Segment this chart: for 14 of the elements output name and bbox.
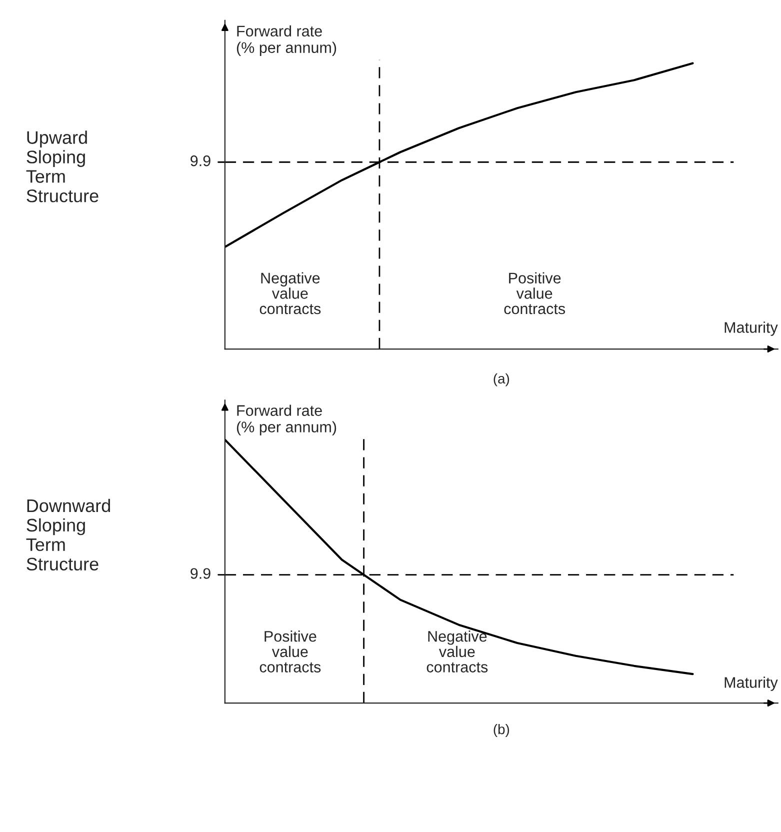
annotation: Positive value contracts [504,272,566,314]
text: (a) [494,373,510,386]
x-axis-title: Maturity [724,676,778,691]
text: 9.9 [190,155,210,166]
text: Downward Sloping Term Structure [26,498,110,570]
y-axis-title: Forward rate (% per annum) [236,25,336,56]
text: Upward Sloping Term Structure [26,130,98,202]
annotation: Negative value contracts [260,272,321,314]
x-axis-title: Maturity [724,322,778,336]
text: 9.9 [190,568,210,579]
text: (b) [494,724,510,737]
annotation: Positive value contracts [260,630,321,672]
y-axis-title: Forward rate (% per annum) [236,404,336,436]
annotation: Negative value contracts [426,630,488,672]
